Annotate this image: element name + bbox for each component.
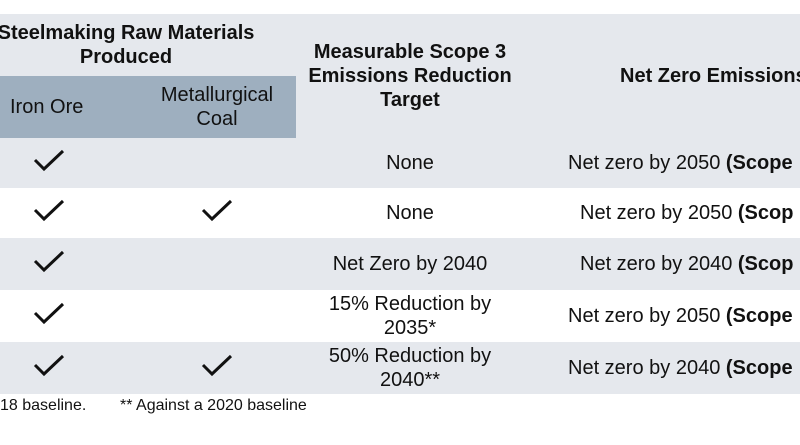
scope3-cell: Net Zero by 2040 — [332, 253, 488, 275]
iron-ore-cell — [0, 290, 98, 342]
met-coal-cell — [168, 342, 266, 394]
header-group-title: Steelmaking Raw Materials Produced — [0, 14, 296, 76]
net-zero-cell: Net zero by 2040 (Scop — [580, 253, 794, 275]
footnote-second: ** Against a 2020 baseline — [120, 397, 307, 414]
scope3-cell: 15% Reduction by 2035* — [328, 293, 492, 339]
check-icon — [200, 352, 234, 384]
footnote-first: 18 baseline. — [0, 397, 87, 414]
header-metallurgical-coal: Metallurgical Coal — [138, 76, 296, 138]
check-icon — [32, 147, 66, 179]
header-scope3-target: Measurable Scope 3 Emissions Reduction T… — [296, 14, 524, 138]
check-icon — [32, 248, 66, 280]
header-net-zero: Net Zero Emissions — [524, 14, 800, 138]
check-icon — [200, 197, 234, 229]
iron-ore-cell — [0, 138, 98, 188]
iron-ore-cell — [0, 238, 98, 290]
net-zero-cell: Net zero by 2040 (Scope — [568, 357, 793, 379]
iron-ore-cell — [0, 342, 98, 394]
scope3-cell: 50% Reduction by 2040** — [328, 345, 492, 391]
check-icon — [32, 300, 66, 332]
row-background — [0, 138, 800, 188]
scope3-cell: None — [386, 202, 434, 224]
net-zero-cell: Net zero by 2050 (Scope — [568, 305, 793, 327]
check-icon — [32, 197, 66, 229]
check-icon — [32, 352, 66, 384]
net-zero-cell: Net zero by 2050 (Scope — [568, 152, 793, 174]
header-iron-ore: Iron Ore — [0, 76, 138, 138]
scope3-cell: None — [386, 152, 434, 174]
row-background — [0, 238, 800, 290]
met-coal-cell — [168, 188, 266, 238]
net-zero-cell: Net zero by 2050 (Scop — [580, 202, 794, 224]
iron-ore-cell — [0, 188, 98, 238]
row-background — [0, 342, 800, 394]
